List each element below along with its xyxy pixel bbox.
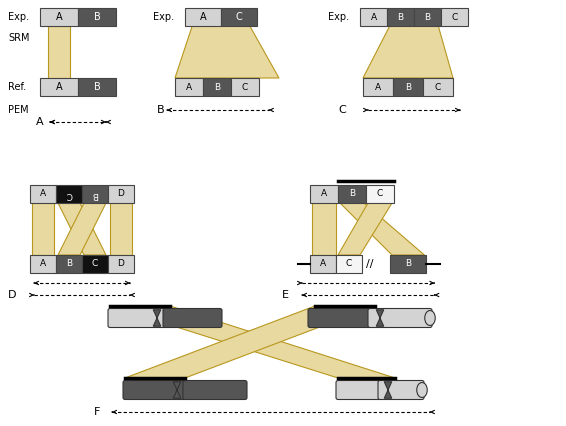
Bar	[423, 78, 453, 96]
Bar	[108, 185, 134, 203]
Text: B: B	[349, 190, 355, 199]
Bar	[414, 8, 441, 26]
Polygon shape	[110, 203, 132, 255]
Text: D: D	[118, 190, 125, 199]
Polygon shape	[340, 203, 424, 255]
Text: B: B	[405, 259, 411, 268]
Bar	[30, 255, 56, 273]
FancyBboxPatch shape	[108, 308, 167, 328]
Text: C: C	[235, 12, 242, 22]
Text: E: E	[282, 290, 289, 300]
Text: D: D	[8, 290, 16, 300]
FancyBboxPatch shape	[163, 308, 222, 328]
Bar	[56, 185, 82, 203]
Bar	[108, 255, 134, 273]
Bar	[338, 185, 366, 203]
Bar	[441, 8, 468, 26]
Bar	[336, 255, 362, 273]
Bar	[56, 255, 82, 273]
Polygon shape	[58, 203, 106, 255]
Bar	[40, 8, 78, 26]
Text: B: B	[66, 259, 72, 268]
FancyBboxPatch shape	[368, 308, 432, 328]
Text: Exp.: Exp.	[8, 12, 29, 22]
Polygon shape	[125, 306, 375, 378]
FancyBboxPatch shape	[336, 380, 382, 400]
Text: A: A	[375, 83, 381, 92]
Bar	[30, 185, 56, 203]
Text: C: C	[92, 259, 98, 268]
Text: //: //	[366, 259, 374, 269]
Text: A: A	[40, 259, 46, 268]
Ellipse shape	[424, 311, 435, 325]
Text: Exp.: Exp.	[328, 12, 349, 22]
Polygon shape	[110, 306, 395, 378]
Text: A: A	[55, 82, 62, 92]
Text: B: B	[157, 105, 165, 115]
Bar	[175, 78, 203, 96]
Text: C: C	[338, 105, 346, 115]
Text: A: A	[370, 12, 376, 21]
Polygon shape	[153, 310, 161, 326]
Polygon shape	[363, 26, 453, 78]
Bar	[363, 78, 393, 96]
Polygon shape	[58, 203, 106, 255]
Bar	[387, 8, 414, 26]
Ellipse shape	[417, 383, 427, 397]
Text: SRM: SRM	[8, 33, 29, 43]
Bar	[310, 185, 338, 203]
Polygon shape	[312, 203, 336, 255]
Text: B: B	[424, 12, 431, 21]
Text: B: B	[93, 12, 100, 22]
Text: C: C	[242, 83, 248, 92]
Bar	[40, 78, 78, 96]
Bar	[82, 185, 108, 203]
Text: B: B	[397, 12, 404, 21]
Text: Ref.: Ref.	[8, 82, 26, 92]
Polygon shape	[175, 26, 279, 78]
FancyBboxPatch shape	[123, 380, 187, 400]
Bar	[203, 78, 231, 96]
Polygon shape	[338, 203, 392, 255]
Text: C: C	[435, 83, 441, 92]
Text: F: F	[94, 407, 100, 417]
Bar	[78, 8, 116, 26]
Bar	[185, 8, 221, 26]
FancyBboxPatch shape	[378, 380, 424, 400]
Bar	[221, 8, 257, 26]
Text: C: C	[451, 12, 458, 21]
Text: D: D	[118, 259, 125, 268]
Bar	[360, 8, 387, 26]
Polygon shape	[173, 382, 181, 398]
Bar	[82, 255, 108, 273]
Text: C: C	[66, 190, 72, 199]
Bar	[393, 78, 423, 96]
Bar	[78, 78, 116, 96]
Text: A: A	[200, 12, 207, 22]
Text: B: B	[92, 190, 98, 199]
Text: Exp.: Exp.	[153, 12, 174, 22]
Text: A: A	[36, 117, 44, 127]
Bar	[231, 78, 259, 96]
Polygon shape	[48, 26, 70, 78]
Polygon shape	[384, 382, 392, 398]
Text: B: B	[93, 82, 100, 92]
FancyBboxPatch shape	[308, 308, 372, 328]
Polygon shape	[32, 203, 54, 255]
Text: B: B	[214, 83, 220, 92]
Text: A: A	[40, 190, 46, 199]
Text: A: A	[320, 259, 326, 268]
Bar	[390, 255, 426, 273]
Bar	[310, 255, 336, 273]
FancyBboxPatch shape	[183, 380, 247, 400]
Bar	[366, 185, 394, 203]
Text: C: C	[377, 190, 383, 199]
Text: A: A	[55, 12, 62, 22]
Text: PEM: PEM	[8, 105, 29, 115]
Polygon shape	[376, 310, 384, 326]
Text: A: A	[186, 83, 192, 92]
Text: B: B	[405, 83, 411, 92]
Text: C: C	[346, 259, 352, 268]
Text: A: A	[321, 190, 327, 199]
